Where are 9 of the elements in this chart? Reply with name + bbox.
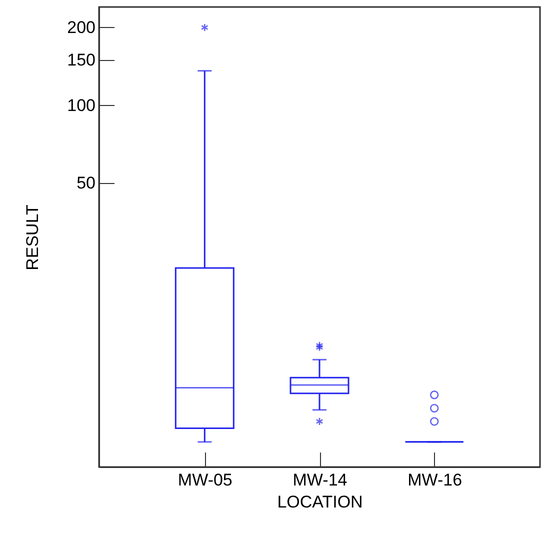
y-axis-title: RESULT xyxy=(23,204,42,270)
x-tick-label: MW-14 xyxy=(292,470,348,490)
x-tick-label: MW-05 xyxy=(178,470,232,490)
y-tick-label: 50 xyxy=(76,174,96,193)
y-tick-label: 100 xyxy=(67,96,96,115)
x-tick-label: MW-16 xyxy=(408,470,462,490)
y-tick-label: 150 xyxy=(67,50,96,70)
y-tick-label: 200 xyxy=(67,18,96,37)
x-axis-title: LOCATION xyxy=(277,492,363,512)
